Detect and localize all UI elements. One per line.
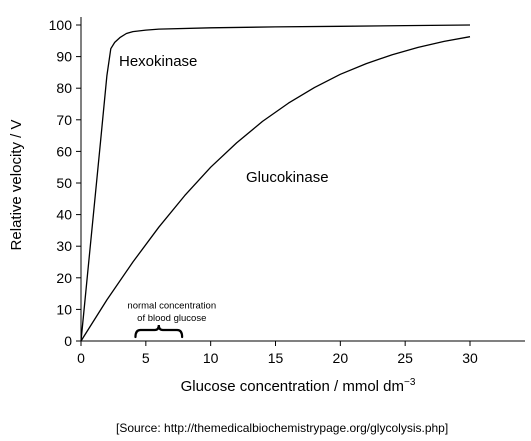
x-tick-label: 20 <box>333 350 349 366</box>
x-tick-label: 10 <box>203 350 219 366</box>
x-tick-label: 30 <box>462 350 478 366</box>
y-tick-label: 80 <box>56 80 72 96</box>
x-tick-label: 5 <box>142 350 150 366</box>
y-axis-title: Relative velocity / V <box>8 120 25 251</box>
y-tick-label: 30 <box>56 238 72 254</box>
series-layer <box>80 24 471 342</box>
y-tick-label: 20 <box>56 270 72 286</box>
y-tick-label: 90 <box>56 49 72 65</box>
annotation-text: of blood glucose <box>137 313 206 324</box>
y-tick-label: 40 <box>56 207 72 223</box>
annotation-text: normal concentration <box>127 300 216 311</box>
source-citation: [Source: http://themedicalbiochemistrypa… <box>116 421 449 435</box>
y-tick-label: 50 <box>56 175 72 191</box>
x-axis-title-superscript: −3 <box>404 377 416 388</box>
x-axis-title: Glucose concentration / mmol dm−3 <box>181 377 416 395</box>
y-tick-label: 60 <box>56 143 72 159</box>
axes <box>76 17 525 346</box>
y-tick-label: 0 <box>64 333 72 349</box>
y-tick-label: 10 <box>56 301 72 317</box>
series-line-glucokinase <box>80 36 471 342</box>
labels-layer: 0 10 20 30 40 50 60 70 80 90 100 0 5 10 15 20 25 30 Relati… <box>8 17 478 395</box>
x-tick-label: 15 <box>268 350 284 366</box>
y-tick-label: 70 <box>56 112 72 128</box>
x-tick-label: 0 <box>77 350 85 366</box>
range-brace <box>134 324 184 339</box>
series-label-hexokinase: Hexokinase <box>119 53 197 70</box>
series-label-glucokinase: Glucokinase <box>246 169 329 186</box>
series-line-hexokinase <box>80 24 471 342</box>
x-tick-label: 25 <box>397 350 413 366</box>
y-tick-label: 100 <box>49 17 73 33</box>
